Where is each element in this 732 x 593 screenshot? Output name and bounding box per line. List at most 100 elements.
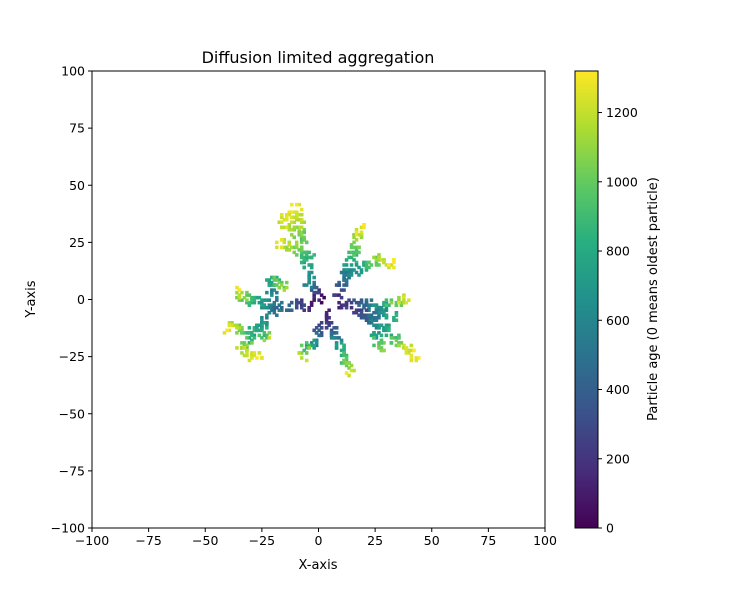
particle	[275, 298, 279, 302]
particle	[294, 217, 299, 222]
particle	[272, 310, 277, 315]
colorbar	[574, 70, 599, 529]
y-tick-label: 0	[77, 292, 85, 307]
colorbar-tick-label: 1200	[606, 105, 638, 120]
chart-title: Diffusion limited aggregation	[202, 48, 435, 67]
particle	[349, 363, 354, 368]
particle	[387, 263, 391, 267]
particle	[260, 356, 264, 360]
particle	[245, 351, 249, 355]
particle	[299, 305, 304, 310]
particle	[285, 217, 289, 222]
particle	[292, 235, 297, 240]
particle	[262, 303, 267, 307]
particle	[372, 303, 376, 307]
particle	[240, 341, 244, 345]
particle	[369, 318, 374, 323]
particle	[294, 300, 299, 305]
particle	[354, 230, 359, 235]
particle	[265, 321, 269, 325]
particle	[294, 245, 299, 250]
particle	[347, 366, 351, 370]
particle	[245, 348, 249, 353]
particle	[307, 250, 311, 255]
particle	[359, 230, 364, 235]
particle	[297, 225, 301, 230]
particle	[312, 283, 316, 287]
particle	[334, 336, 339, 340]
particle	[270, 275, 274, 280]
particle	[237, 328, 242, 333]
particle	[339, 353, 344, 358]
particle	[367, 305, 371, 310]
particle	[289, 220, 294, 224]
particle	[282, 288, 287, 292]
particle	[357, 308, 361, 312]
particle	[382, 341, 386, 345]
particle	[342, 288, 346, 292]
particle	[339, 288, 344, 292]
particle	[349, 268, 354, 272]
colorbar-tick-label: 600	[606, 313, 630, 328]
particle	[275, 278, 279, 282]
particle	[344, 358, 349, 363]
particle	[255, 295, 259, 300]
particle	[250, 298, 254, 302]
particle	[297, 248, 301, 252]
y-tick-label: −25	[59, 349, 85, 364]
particle	[402, 343, 406, 348]
particle	[384, 315, 389, 320]
particle	[299, 356, 304, 360]
particle	[352, 235, 356, 240]
particle	[309, 303, 314, 307]
particle	[392, 315, 396, 320]
particle	[359, 268, 364, 272]
particle	[299, 343, 304, 348]
particle	[372, 336, 376, 340]
particle	[297, 351, 301, 355]
particle	[367, 313, 371, 317]
particle	[245, 336, 249, 340]
particle	[367, 315, 371, 320]
particle	[265, 336, 269, 340]
particle	[275, 313, 279, 317]
particle	[312, 285, 316, 290]
particle	[364, 308, 369, 312]
particle	[299, 220, 304, 224]
particle	[377, 315, 381, 320]
particle	[302, 260, 306, 265]
particle	[377, 343, 381, 348]
particle	[317, 288, 321, 292]
particle	[245, 290, 249, 295]
particle	[304, 343, 309, 348]
particle	[247, 293, 252, 297]
particle	[240, 331, 244, 335]
particle	[242, 341, 247, 345]
particle	[257, 295, 262, 300]
particle	[302, 348, 306, 353]
particle	[359, 233, 364, 237]
particle	[324, 310, 329, 315]
particle	[265, 326, 269, 330]
particle	[242, 295, 247, 300]
particle	[240, 328, 244, 333]
particle	[309, 288, 314, 292]
particle	[409, 353, 414, 358]
particle	[312, 338, 316, 343]
particle	[250, 341, 254, 345]
particle	[247, 303, 252, 307]
particle	[267, 283, 272, 287]
particle	[265, 290, 269, 295]
particle	[409, 358, 414, 363]
particle	[407, 351, 411, 355]
particle	[319, 321, 324, 325]
particle	[270, 308, 274, 312]
particle	[332, 331, 336, 335]
particle	[247, 358, 252, 363]
particle	[364, 263, 369, 267]
particle	[280, 300, 284, 305]
particle	[319, 333, 324, 338]
particle	[232, 323, 237, 328]
particle	[304, 240, 309, 245]
particle	[237, 326, 242, 330]
